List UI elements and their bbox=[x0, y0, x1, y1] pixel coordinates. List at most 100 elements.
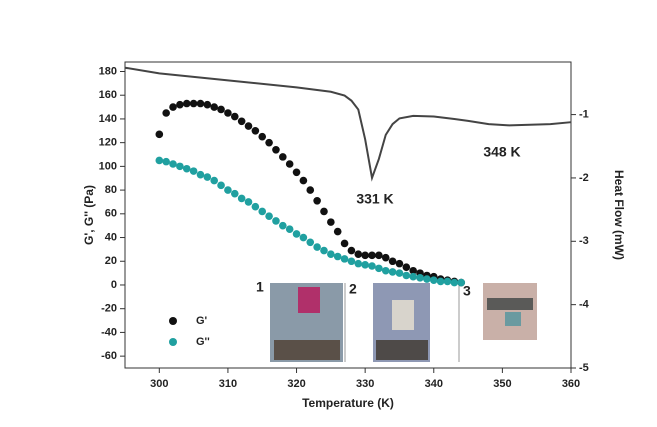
inset-photo-detail bbox=[392, 300, 414, 330]
y-tick-label: 20 bbox=[105, 255, 117, 267]
data-point bbox=[429, 276, 438, 285]
y-tick-label: 0 bbox=[111, 279, 117, 291]
data-point bbox=[272, 217, 280, 225]
y2-tick-label: -1 bbox=[579, 108, 589, 120]
data-point bbox=[361, 251, 369, 260]
data-point bbox=[176, 162, 184, 171]
x-tick-label: 350 bbox=[493, 378, 511, 390]
data-point bbox=[230, 189, 239, 198]
data-point bbox=[354, 250, 363, 258]
data-point bbox=[292, 230, 301, 238]
x-tick-label: 310 bbox=[219, 378, 237, 390]
data-point bbox=[340, 255, 349, 263]
plot-frame bbox=[124, 61, 572, 369]
data-point bbox=[402, 263, 411, 271]
data-point bbox=[189, 99, 198, 108]
data-point bbox=[272, 145, 280, 154]
data-point bbox=[279, 221, 287, 230]
data-point bbox=[292, 168, 301, 177]
y-tick-label: 60 bbox=[105, 208, 117, 220]
y-axis-title: G', G'' (Pa) bbox=[82, 185, 96, 245]
y-tick-label: -60 bbox=[101, 350, 117, 362]
data-point bbox=[395, 269, 404, 277]
data-point bbox=[347, 246, 356, 255]
data-point bbox=[443, 277, 452, 286]
data-point bbox=[196, 170, 205, 179]
data-point bbox=[395, 259, 404, 268]
data-point bbox=[361, 261, 369, 269]
data-point bbox=[251, 202, 260, 211]
data-point bbox=[210, 176, 218, 185]
data-point bbox=[224, 109, 232, 117]
data-point bbox=[265, 212, 273, 220]
legend-label: G' bbox=[196, 315, 208, 327]
data-point bbox=[244, 122, 253, 130]
data-point bbox=[416, 274, 424, 282]
legend-marker bbox=[169, 317, 177, 325]
data-point bbox=[347, 257, 356, 266]
y-tick-label: 140 bbox=[99, 113, 117, 125]
data-point bbox=[375, 251, 383, 260]
data-point bbox=[333, 227, 342, 236]
data-point bbox=[155, 130, 164, 139]
legend-label: G'' bbox=[196, 336, 210, 348]
data-point bbox=[279, 153, 287, 161]
data-point bbox=[368, 262, 376, 270]
data-point bbox=[375, 264, 383, 273]
data-point bbox=[306, 186, 315, 194]
data-point bbox=[258, 207, 267, 216]
inset-photo-detail bbox=[487, 298, 533, 310]
data-point bbox=[258, 132, 267, 141]
data-point bbox=[299, 233, 308, 242]
data-point bbox=[313, 196, 321, 205]
y-tick-label: 100 bbox=[99, 160, 117, 172]
data-point bbox=[237, 194, 246, 203]
inset-label: 1 bbox=[256, 279, 264, 295]
data-point bbox=[217, 105, 225, 114]
data-point bbox=[333, 252, 342, 261]
data-point bbox=[169, 160, 177, 168]
y2-tick-label: -2 bbox=[579, 172, 589, 184]
inset-label: 3 bbox=[463, 283, 471, 299]
data-point bbox=[244, 198, 253, 206]
y2-axis-title: Heat Flow (mW) bbox=[612, 170, 626, 260]
data-point bbox=[409, 266, 417, 275]
data-point bbox=[162, 109, 170, 117]
data-point bbox=[217, 181, 225, 190]
y2-tick-label: -4 bbox=[579, 299, 590, 311]
data-point bbox=[169, 103, 177, 111]
y-tick-label: -40 bbox=[101, 326, 117, 338]
inset-photo-detail bbox=[376, 340, 428, 360]
data-point bbox=[230, 112, 239, 121]
x-axis-title: Temperature (K) bbox=[302, 396, 394, 410]
y-tick-label: 80 bbox=[105, 184, 117, 196]
data-point bbox=[327, 218, 335, 226]
y-tick-label: 40 bbox=[105, 231, 117, 243]
data-point bbox=[423, 275, 431, 283]
y-tick-label: 180 bbox=[99, 65, 117, 77]
data-point bbox=[436, 277, 445, 286]
data-point bbox=[340, 239, 349, 248]
y-tick-label: -20 bbox=[101, 303, 117, 315]
data-point bbox=[210, 103, 218, 111]
y2-tick-label: -5 bbox=[579, 362, 589, 374]
data-point bbox=[320, 207, 328, 216]
data-point bbox=[388, 257, 397, 266]
data-point bbox=[368, 251, 376, 260]
data-point bbox=[162, 157, 170, 166]
data-point bbox=[285, 160, 294, 168]
inset-photo-detail bbox=[505, 312, 521, 326]
data-point bbox=[381, 253, 390, 262]
data-point bbox=[285, 225, 294, 234]
y2-tick-label: -3 bbox=[579, 235, 589, 247]
data-point bbox=[203, 100, 212, 109]
inset-photo-detail bbox=[274, 340, 340, 360]
x-tick-label: 340 bbox=[425, 378, 443, 390]
data-point bbox=[354, 259, 363, 268]
data-point bbox=[196, 99, 205, 108]
data-point bbox=[450, 278, 459, 287]
data-point bbox=[402, 271, 411, 280]
legend-marker bbox=[169, 338, 177, 346]
inset-label: 2 bbox=[349, 281, 357, 297]
